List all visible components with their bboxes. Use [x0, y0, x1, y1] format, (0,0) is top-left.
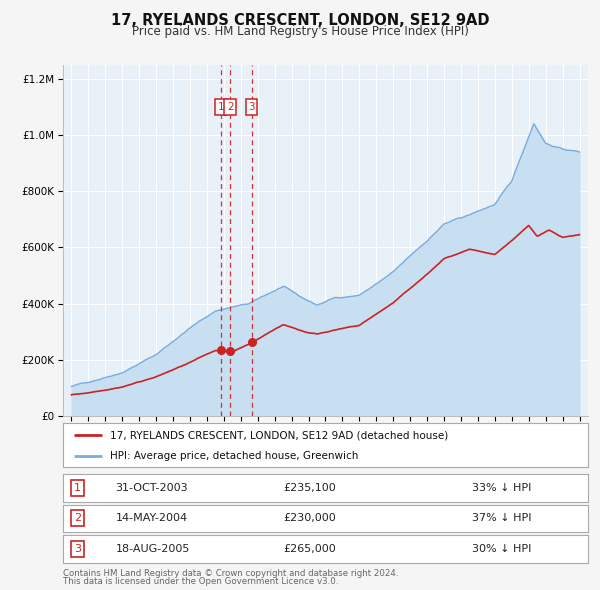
Text: 3: 3 [248, 102, 255, 112]
Text: 17, RYELANDS CRESCENT, LONDON, SE12 9AD (detached house): 17, RYELANDS CRESCENT, LONDON, SE12 9AD … [110, 431, 449, 440]
Text: £230,000: £230,000 [283, 513, 336, 523]
Text: 3: 3 [74, 544, 81, 554]
Text: 14-MAY-2004: 14-MAY-2004 [115, 513, 188, 523]
Text: £265,000: £265,000 [283, 544, 336, 554]
Text: Price paid vs. HM Land Registry's House Price Index (HPI): Price paid vs. HM Land Registry's House … [131, 25, 469, 38]
Text: £235,100: £235,100 [283, 483, 336, 493]
Text: HPI: Average price, detached house, Greenwich: HPI: Average price, detached house, Gree… [110, 451, 359, 461]
Text: 30% ↓ HPI: 30% ↓ HPI [473, 544, 532, 554]
Text: 2: 2 [227, 102, 233, 112]
Text: 2: 2 [74, 513, 81, 523]
Text: 37% ↓ HPI: 37% ↓ HPI [473, 513, 532, 523]
Text: 18-AUG-2005: 18-AUG-2005 [115, 544, 190, 554]
Text: This data is licensed under the Open Government Licence v3.0.: This data is licensed under the Open Gov… [63, 577, 338, 586]
Text: 31-OCT-2003: 31-OCT-2003 [115, 483, 188, 493]
Text: 1: 1 [218, 102, 224, 112]
Text: Contains HM Land Registry data © Crown copyright and database right 2024.: Contains HM Land Registry data © Crown c… [63, 569, 398, 578]
Text: 33% ↓ HPI: 33% ↓ HPI [473, 483, 532, 493]
Text: 1: 1 [74, 483, 81, 493]
Text: 17, RYELANDS CRESCENT, LONDON, SE12 9AD: 17, RYELANDS CRESCENT, LONDON, SE12 9AD [111, 13, 489, 28]
